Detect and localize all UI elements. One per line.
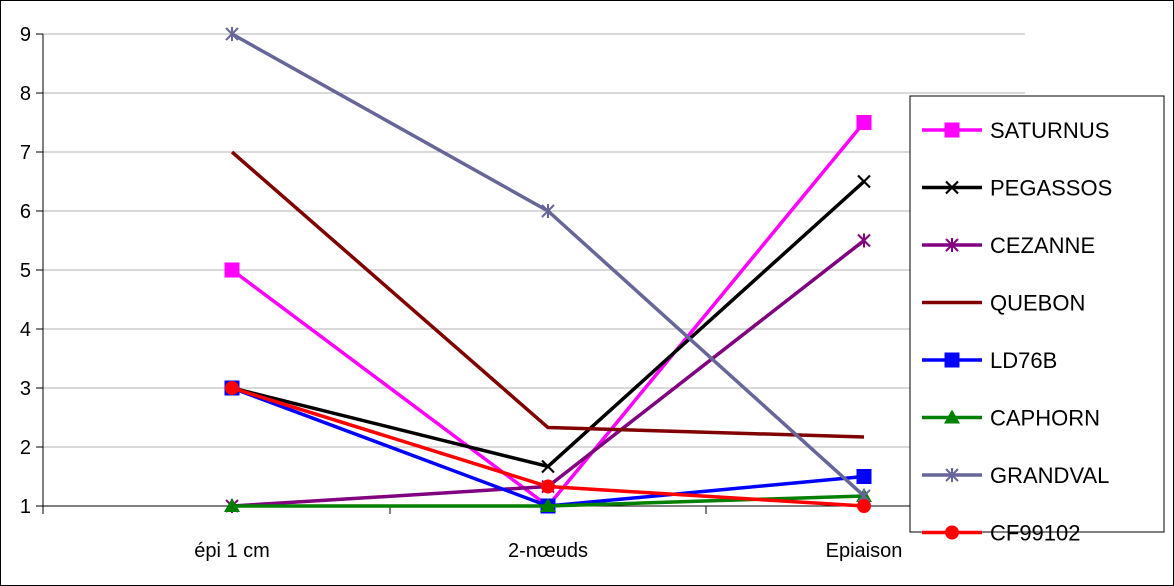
series-saturnus (224, 115, 872, 514)
series-quebon (230, 150, 865, 439)
data-point-triangle (540, 498, 556, 512)
y-tick-label: 6 (20, 201, 31, 223)
data-point-x (945, 180, 959, 195)
legend-label: SATURNUS (990, 118, 1109, 143)
legend-label: CEZANNE (990, 233, 1095, 258)
data-point-circle (225, 381, 239, 395)
data-point-asterisk (945, 238, 959, 252)
data-point-square (944, 122, 960, 138)
legend-item: PEGASSOS (922, 176, 1112, 201)
gridlines (43, 33, 1025, 448)
x-tick-label: épi 1 cm (194, 540, 270, 562)
x-tick-label: 2-nœuds (508, 540, 588, 562)
data-point-asterisk (945, 468, 959, 482)
data-point-square (856, 115, 872, 130)
data-point-x (541, 459, 555, 474)
legend-item: LD76B (922, 348, 1057, 373)
legend-label: PEGASSOS (990, 176, 1112, 201)
y-tick-label: 5 (20, 260, 31, 282)
y-tick-label: 4 (20, 319, 31, 341)
series-cezanne (225, 233, 871, 513)
data-point-x (857, 174, 871, 189)
data-point-square (856, 469, 872, 484)
legend-item: SATURNUS (922, 118, 1109, 143)
legend-label: LD76B (990, 348, 1057, 373)
legend-label: CF99102 (990, 521, 1081, 546)
data-point-circle (541, 479, 555, 494)
axes: 1 2 3 4 5 6 7 8 9 épi 1 cm 2-nœuds Epiaison (20, 24, 1026, 562)
legend-item: GRANDVAL (922, 463, 1109, 488)
legend-label: GRANDVAL (990, 463, 1109, 488)
data-point-asterisk (541, 204, 555, 218)
data-point-square (944, 352, 960, 368)
y-tick-label: 8 (20, 83, 31, 105)
legend-item: CF99102 (922, 521, 1081, 546)
legend-label: QUEBON (990, 291, 1085, 316)
data-point-square (224, 262, 240, 278)
legend-item: QUEBON (922, 291, 1085, 316)
legend-item: CEZANNE (922, 233, 1095, 258)
data-point-triangle (944, 409, 960, 424)
data-point-asterisk (857, 233, 871, 248)
legend-box (909, 95, 1165, 533)
x-tick-label: Epiaison (826, 540, 903, 562)
data-point-triangle (224, 498, 240, 512)
y-tick-label: 9 (20, 24, 31, 46)
legend: SATURNUS PEGASSOS CEZANNE QUEBON LD76B CAPHOR… (909, 95, 1165, 546)
data-point-asterisk (225, 27, 239, 41)
series-lines (224, 27, 872, 514)
legend-item: CAPHORN (922, 406, 1100, 431)
y-tick-label: 7 (20, 142, 31, 164)
y-tick-label: 3 (20, 378, 31, 400)
y-tick-label: 1 (20, 496, 31, 518)
data-point-circle (857, 499, 871, 513)
y-tick-label: 2 (20, 437, 31, 459)
legend-label: CAPHORN (990, 406, 1100, 431)
data-point-circle (945, 525, 959, 540)
series-cf99102 (225, 381, 871, 513)
series-line (230, 150, 865, 439)
